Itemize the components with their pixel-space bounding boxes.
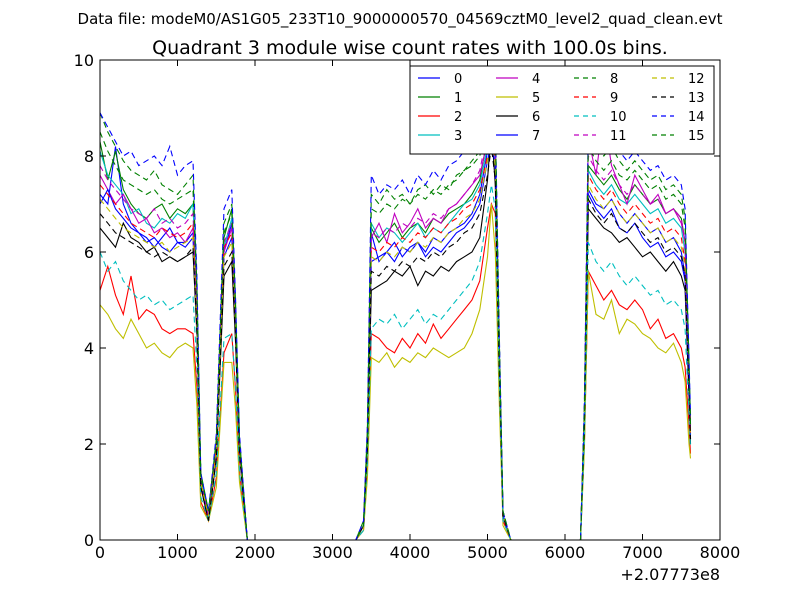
legend-label-10: 10 [610,110,627,125]
chart-suptitle: Data file: modeM0/AS1G05_233T10_90000005… [78,10,723,29]
y-tick-label: 0 [84,531,94,550]
chart-title: Quadrant 3 module wise count rates with … [152,37,668,59]
x-tick-label: 0 [95,543,105,562]
legend-label-8: 8 [610,72,618,87]
series-line-10 [99,184,692,541]
y-tick-label: 8 [84,147,94,166]
x-tick-label: 7000 [622,543,663,562]
legend-frame [409,65,715,155]
legend-label-3: 3 [454,129,462,144]
y-tick-label: 10 [74,51,94,70]
legend-label-11: 11 [610,129,627,144]
series-line-9 [99,131,692,541]
legend-label-14: 14 [688,110,705,125]
x-tick-label: 4000 [390,543,431,562]
legend-label-13: 13 [688,91,705,106]
series-line-2 [99,201,692,541]
series-line-7 [99,141,692,541]
legend-label-4: 4 [532,72,540,87]
x-offset-label: +2.07773e8 [620,565,720,584]
series-layer [99,83,692,541]
x-tick-label: 8000 [700,543,741,562]
y-tick-label: 2 [84,435,94,454]
legend-label-2: 2 [454,110,462,125]
y-tick-label: 4 [84,339,94,358]
legend-label-1: 1 [454,91,462,106]
legend-label-6: 6 [532,110,540,125]
y-tick-label: 6 [84,243,94,262]
series-line-3 [99,127,692,541]
series-line-11 [99,107,692,541]
series-line-1 [99,117,692,541]
series-line-6 [99,127,692,541]
legend-label-15: 15 [688,129,705,144]
legend-label-0: 0 [454,72,462,87]
series-line-12 [99,136,692,541]
series-line-8 [99,93,692,541]
legend-label-9: 9 [610,91,618,106]
legend-label-12: 12 [688,72,705,87]
series-line-15 [99,98,692,541]
x-tick-label: 1000 [157,543,198,562]
x-axis: 0 1000 2000 3000 4000 5000 6000 7000 8000 [95,60,740,562]
x-tick-label: 2000 [235,543,276,562]
legend-label-5: 5 [532,91,540,106]
series-line-4 [99,112,692,541]
x-tick-label: 5000 [467,543,508,562]
series-line-5 [99,203,692,541]
x-tick-label: 6000 [545,543,586,562]
x-tick-label: 3000 [312,543,353,562]
series-line-13 [99,146,692,541]
legend-label-7: 7 [532,129,540,144]
series-line-14 [99,83,692,541]
